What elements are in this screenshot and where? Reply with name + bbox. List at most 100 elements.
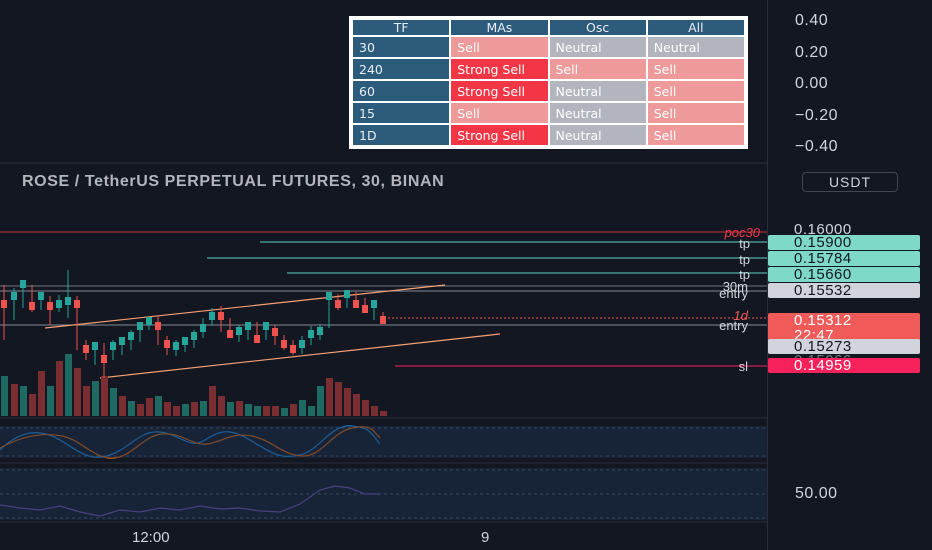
volume-bar (200, 401, 207, 416)
rsi-band (0, 468, 767, 520)
scale-label: 0.40 (795, 12, 829, 29)
signal-row: 1D Strong Sell Neutral Sell (353, 125, 744, 145)
scale-label: −0.40 (795, 138, 838, 155)
signal-row: 60 Strong Sell Neutral Sell (353, 81, 744, 101)
entry-bottom-label: entry (719, 318, 748, 333)
candle-body (254, 335, 260, 343)
signal-cell-mas: Sell (451, 103, 548, 123)
signal-cell-osc: Neutral (549, 125, 646, 145)
currency-button[interactable]: USDT (802, 172, 898, 192)
volume-bar (209, 386, 216, 416)
candle-body (119, 337, 125, 345)
symbol-title[interactable]: ROSE / TetherUS PERPETUAL FUTURES, 30, B… (22, 173, 445, 190)
sl-label: sl (738, 359, 748, 374)
candle-body (182, 337, 188, 345)
volume-bar (20, 386, 27, 416)
candle-body (245, 322, 251, 330)
volume-bar (146, 398, 153, 416)
rsi-level-label: 50.00 (795, 485, 838, 502)
volume-bar (119, 396, 126, 416)
channel-lower (99, 333, 501, 379)
volume-bar (29, 394, 36, 416)
horizontal-levels (0, 231, 767, 367)
volume-bar (65, 354, 72, 416)
scale-label: −0.20 (795, 107, 838, 124)
signal-cell-tf: 60 (353, 81, 450, 101)
candle-body (38, 292, 44, 300)
candle-body (326, 292, 332, 300)
volume-bar (299, 400, 306, 416)
volume-bar (155, 396, 162, 416)
stoch-band (0, 426, 767, 458)
scale-label: 0.20 (795, 44, 829, 61)
candle-body (83, 345, 89, 353)
signal-cell-mas: Strong Sell (451, 81, 548, 101)
candle-body (128, 332, 134, 340)
time-label: 12:00 (132, 529, 170, 546)
header-osc: Osc (549, 20, 646, 35)
volume-bar (47, 386, 54, 416)
last-price: 0.15312 (794, 312, 852, 329)
entry-top-label: entry (719, 286, 748, 301)
signal-table: TF MAs Osc All 30 Sell Neutral Neutral 240 St… (349, 16, 748, 149)
candle-body (1, 300, 7, 308)
volume-bar (11, 384, 18, 416)
scale-label: 0.00 (795, 75, 829, 92)
header-all: All (647, 20, 744, 35)
signal-row: 240 Strong Sell Sell Sell (353, 59, 744, 79)
volume-bar (92, 381, 99, 416)
candle-body (164, 340, 170, 348)
signal-cell-tf: 15 (353, 103, 450, 123)
poc-label: poc30 (724, 225, 760, 240)
channel-upper (44, 284, 446, 329)
candle-body (209, 312, 215, 320)
tp3-price-tag: 0.15660 (768, 267, 920, 282)
signal-cell-tf: 1D (353, 125, 450, 145)
volume-bar (110, 388, 117, 416)
30m-label: 30m (722, 279, 748, 294)
1d-label: 1d (733, 308, 748, 323)
header-mas: MAs (451, 20, 548, 35)
volume-bar (38, 371, 45, 416)
candle-body (110, 342, 116, 350)
candle-body (317, 327, 323, 335)
volume-bar (191, 402, 198, 416)
header-tf: TF (353, 20, 450, 35)
candle-body (146, 317, 152, 325)
volume-bar (128, 401, 135, 416)
signal-cell-all: Sell (647, 59, 744, 79)
tp2-price-tag: 0.15784 (768, 251, 920, 266)
candle-body (155, 322, 161, 330)
signal-cell-tf: 30 (353, 37, 450, 57)
volume-bar (362, 400, 369, 416)
volume-bar (101, 376, 108, 416)
volume-bar (236, 401, 243, 416)
candles (1, 270, 386, 378)
candle-body (101, 355, 107, 363)
candle-body (344, 290, 350, 298)
volume-bar (218, 396, 225, 416)
signal-cell-all: Sell (647, 125, 744, 145)
candle-body (56, 300, 62, 308)
volume-bar (290, 404, 297, 416)
tp3-label: tp (739, 267, 750, 282)
candle-body (380, 316, 386, 324)
candle-body (173, 342, 179, 350)
volume-bar (56, 361, 63, 416)
candle-body (236, 327, 242, 335)
signal-cell-tf: 240 (353, 59, 450, 79)
signal-cell-mas: Sell (451, 37, 548, 57)
candle-body (11, 292, 17, 300)
volume-bar (308, 406, 315, 416)
channel-lines (44, 284, 501, 379)
candle-body (20, 280, 26, 288)
last-price-tag: 0.15312 22:47 (768, 313, 920, 343)
candle-body (335, 300, 341, 308)
price-axis-divider (767, 0, 768, 550)
volume-bar (371, 406, 378, 416)
candle-body (74, 300, 80, 308)
signal-cell-all: Sell (647, 103, 744, 123)
volume-bar (344, 388, 351, 416)
tp1-price-tag: 0.15900 (768, 235, 920, 250)
